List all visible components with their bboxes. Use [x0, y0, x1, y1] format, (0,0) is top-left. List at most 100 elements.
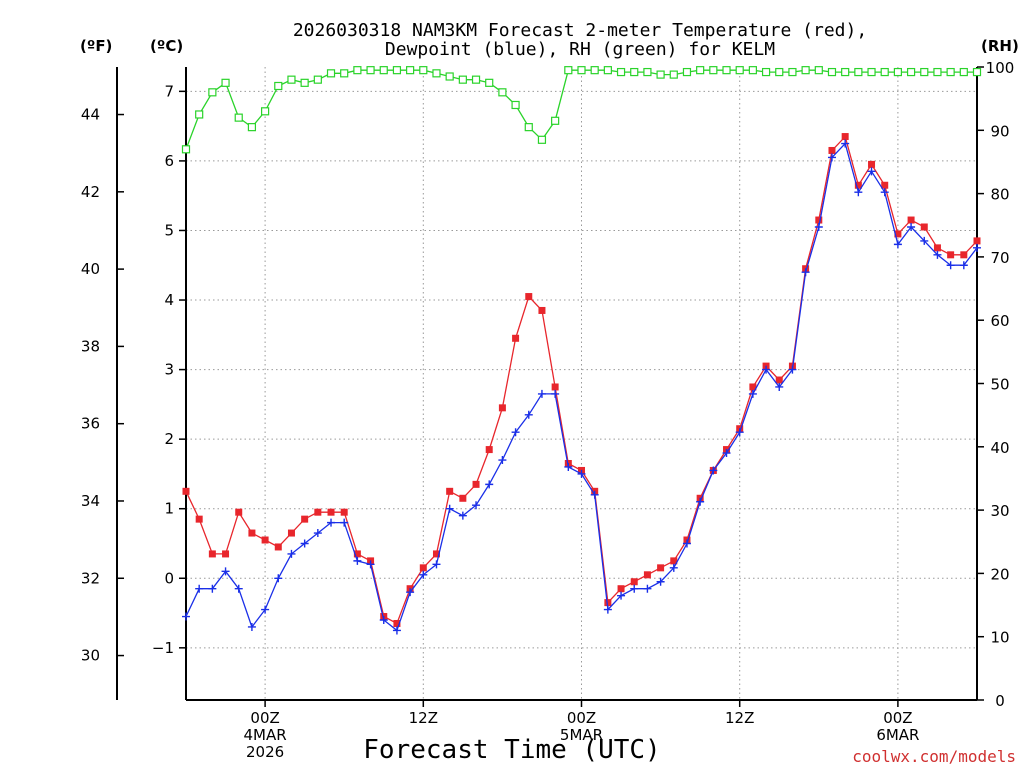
dewpoint-point: [933, 250, 942, 259]
dewpoint-point: [419, 570, 428, 579]
rh-series: [181, 66, 982, 154]
celsius-tick-label: 2: [164, 430, 174, 448]
temperature-point: [472, 480, 480, 488]
rh-point: [326, 69, 336, 78]
rh-point: [682, 67, 692, 77]
rh-point: [590, 66, 599, 75]
dewpoint-point: [537, 389, 546, 398]
fahrenheit-tick-label: 30: [81, 647, 100, 665]
temperature-point: [920, 223, 928, 231]
dewpoint-point: [775, 382, 784, 391]
rh-tick-label: 80: [990, 186, 1009, 204]
rh-point: [300, 78, 309, 87]
dewpoint-point: [617, 591, 626, 600]
temperature-point: [512, 334, 520, 342]
rh-point: [880, 67, 889, 77]
temperature-point: [617, 585, 625, 593]
rh-point: [906, 67, 916, 77]
rh-point: [195, 110, 204, 119]
temperature-point: [393, 619, 401, 627]
dewpoint-point: [221, 567, 230, 576]
rh-point: [221, 78, 230, 87]
rh-point: [669, 70, 678, 79]
x-tick-label: 00Z: [883, 709, 912, 727]
rh-point: [696, 66, 705, 75]
temperature-point: [894, 230, 902, 238]
temperature-point: [973, 237, 981, 245]
temperature-point: [815, 216, 823, 224]
temperature-point: [643, 571, 651, 579]
rh-point: [234, 113, 243, 122]
x-tick-label: 00Z: [567, 709, 596, 727]
dewpoint-point: [722, 449, 731, 458]
temperature-point: [828, 146, 836, 154]
temperature-point: [274, 543, 282, 551]
rh-tick-label: 0: [995, 692, 1005, 710]
dewpoint-point: [445, 504, 454, 513]
fahrenheit-tick-label: 36: [81, 415, 100, 433]
dewpoint-point: [247, 622, 256, 631]
rh-tick-label: 90: [990, 122, 1009, 140]
rh-point: [959, 67, 968, 77]
rh-point: [247, 123, 257, 132]
rh-point: [419, 66, 428, 75]
rh-point: [722, 66, 731, 75]
tick-labels: −101234567303234363840424401020304050607…: [81, 59, 1014, 761]
temperature-point: [248, 529, 256, 537]
dewpoint-point: [485, 480, 494, 489]
rh-point: [603, 66, 612, 75]
dewpoint-point: [432, 560, 441, 569]
dewpoint-point: [195, 584, 204, 593]
dewpoint-point: [524, 410, 533, 419]
rh-point: [485, 78, 494, 87]
temperature-point: [868, 160, 876, 168]
dewpoint-point: [696, 497, 705, 506]
dewpoint-point: [406, 588, 415, 597]
celsius-unit-label: (ºC): [150, 37, 183, 55]
temperature-point: [353, 550, 361, 558]
dewpoint-point: [827, 153, 836, 162]
dewpoint-point: [208, 584, 217, 593]
rh-point: [735, 66, 744, 75]
rh-point: [920, 67, 929, 77]
celsius-tick-label: 7: [164, 82, 174, 100]
temperature-point: [551, 383, 559, 391]
rh-point: [788, 67, 797, 77]
temperature-point: [749, 383, 757, 391]
fahrenheit-unit-label: (ºF): [80, 37, 112, 55]
rh-point: [801, 66, 810, 75]
dewpoint-point: [973, 243, 981, 252]
rh-point: [511, 100, 520, 110]
x-tick-label: 4MAR: [244, 726, 287, 744]
rh-point: [392, 66, 402, 75]
rh-point: [366, 66, 375, 75]
rh-tick-label: 10: [990, 629, 1009, 647]
rh-point: [577, 66, 586, 75]
temperature-point: [933, 244, 941, 252]
temperature-point: [841, 133, 849, 141]
celsius-tick-label: −1: [152, 639, 174, 657]
temperature-point: [947, 251, 955, 259]
dewpoint-point: [854, 188, 863, 197]
rh-tick-label: 100: [986, 59, 1015, 77]
rh-point: [616, 67, 626, 77]
temperature-point: [261, 536, 269, 544]
rh-point: [261, 107, 270, 116]
temperature-point: [432, 550, 440, 558]
temperature-point: [538, 306, 546, 314]
dewpoint-point: [300, 539, 309, 548]
temperature-point: [485, 446, 493, 454]
dewpoint-point: [234, 584, 243, 593]
rh-point: [827, 67, 837, 77]
rh-point: [471, 75, 481, 84]
fahrenheit-tick-label: 40: [81, 260, 100, 278]
rh-point: [445, 72, 454, 81]
fahrenheit-tick-label: 32: [81, 569, 100, 587]
rh-point: [709, 66, 718, 75]
rh-tick-label: 70: [990, 249, 1009, 267]
celsius-tick-label: 0: [164, 569, 174, 587]
fahrenheit-tick-label: 44: [81, 106, 100, 124]
rh-point: [458, 75, 467, 84]
temperature-point: [419, 564, 427, 572]
